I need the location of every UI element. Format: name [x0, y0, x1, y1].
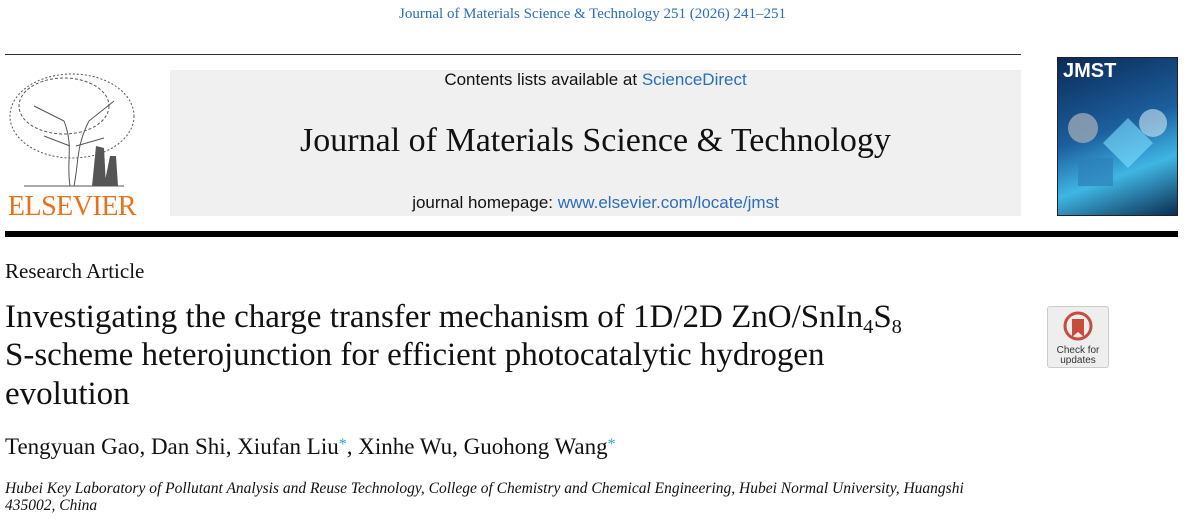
homepage-prefix: journal homepage:: [412, 193, 558, 212]
title-text: S: [873, 299, 892, 335]
publisher-name: ELSEVIER: [7, 191, 137, 222]
journal-cover[interactable]: JMST: [1057, 57, 1178, 216]
article-type: Research Article: [5, 259, 145, 283]
title-line: evolution: [5, 376, 130, 413]
author-name: Xinhe Wu: [358, 434, 453, 459]
elsevier-logo: [9, 73, 135, 187]
rule: [5, 54, 1021, 55]
cover-art: [1068, 109, 1167, 186]
check-updates-icon: [1063, 311, 1093, 341]
title-subscript: 8: [891, 316, 902, 339]
homepage-link[interactable]: www.elsevier.com/locate/jmst: [557, 193, 779, 212]
title-text: S-scheme heterojunction for efficient ph…: [5, 337, 825, 373]
author-name: Tengyuan Gao: [5, 434, 140, 459]
homepage-line: journal homepage: www.elsevier.com/locat…: [170, 193, 1021, 213]
header-bar: [5, 231, 1178, 237]
title-text: Investigating the charge transfer mechan…: [5, 299, 864, 335]
title-line: S-scheme heterojunction for efficient ph…: [5, 337, 825, 374]
contents-line: Contents lists available at ScienceDirec…: [170, 70, 1021, 90]
author-name: Xiufan Liu: [237, 434, 339, 459]
check-updates-text: Check for updates: [1048, 346, 1108, 366]
author-name: Dan Shi: [150, 434, 226, 459]
sciencedirect-link[interactable]: ScienceDirect: [641, 70, 747, 89]
title-subscript: 4: [863, 316, 874, 339]
journal-title: Journal of Materials Science & Technolog…: [300, 122, 891, 159]
author-separator: ,: [452, 434, 464, 459]
corresponding-mark[interactable]: *: [338, 436, 347, 453]
badge-line: Check for: [1056, 345, 1100, 356]
author-name: Guohong Wang: [463, 434, 608, 459]
title-text: evolution: [5, 376, 130, 412]
contents-prefix: Contents lists available at: [444, 70, 642, 89]
badge-line: updates: [1060, 355, 1096, 366]
cover-title: JMST: [1063, 60, 1117, 82]
author-separator: ,: [346, 434, 359, 459]
author-separator: ,: [225, 434, 238, 459]
corresponding-mark[interactable]: *: [607, 436, 616, 453]
citation[interactable]: Journal of Materials Science & Technolog…: [399, 6, 786, 22]
author-list: Tengyuan Gao, Dan Shi, Xiufan Liu*, Xinh…: [5, 434, 616, 460]
check-updates-badge[interactable]: Check for updates: [1047, 306, 1109, 368]
author-separator: ,: [139, 434, 151, 459]
title-line: Investigating the charge transfer mechan…: [5, 299, 902, 339]
affiliation: Hubei Key Laboratory of Pollutant Analys…: [5, 480, 964, 514]
journal-banner: [170, 70, 1021, 216]
